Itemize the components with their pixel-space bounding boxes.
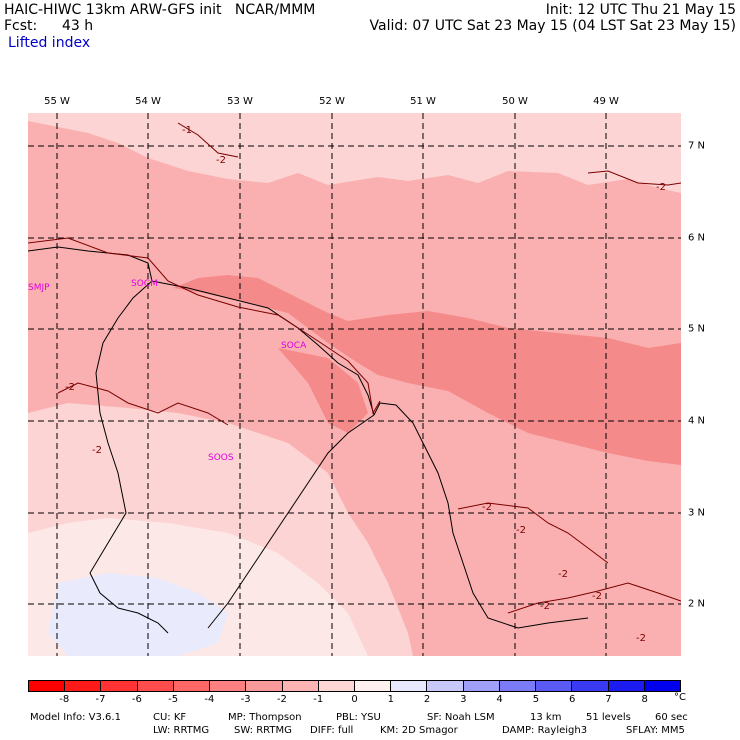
colorbar-swatch (173, 681, 211, 691)
lat-label-5n: 5 N (688, 323, 706, 335)
lat-label-3n: 3 N (688, 507, 706, 519)
footer-sflay: SFLAY: MM5 (626, 725, 685, 736)
lon-label-51w: 51 W (410, 96, 436, 107)
colorbar-swatch (282, 681, 319, 691)
colorbar-swatch (318, 681, 355, 691)
colorbar-swatch (536, 681, 573, 691)
contour-lines (28, 122, 681, 614)
footer-resolution: 13 km (530, 712, 562, 723)
lat-label-2n: 2 N (688, 598, 706, 610)
footer-diff: DIFF: full (310, 725, 354, 736)
colorbar-tick-label: -6 (131, 694, 142, 705)
colorbar-tick-label: -1 (313, 694, 324, 705)
colorbar-tick-label: 5 (532, 694, 540, 705)
lat-label-4n: 4 N (688, 415, 706, 427)
footer-sf: SF: Noah LSM (427, 712, 495, 723)
lon-label-53w: 53 W (227, 96, 253, 107)
contour-label: -1 (182, 125, 192, 136)
contour-label: -2 (216, 155, 226, 166)
lon-label-49w: 49 W (593, 96, 619, 107)
contour-label: -2 (92, 445, 102, 456)
field-band-north (28, 113, 681, 193)
forecast-hour-label: Fcst: (4, 18, 38, 34)
colorbar-tick-label: -5 (168, 694, 179, 705)
colorbar-swatch (210, 681, 247, 691)
field-name: Lifted index (8, 35, 91, 51)
contour-label: -2 (516, 525, 526, 536)
model-title: HAIC-HIWC 13km ARW-GFS init NCAR/MMM (4, 2, 316, 18)
colorbar-tick-label: 2 (423, 694, 431, 705)
footer-mp: MP: Thompson (228, 712, 302, 723)
colorbar-tick-label: -2 (276, 694, 287, 705)
footer-sw: SW: RRTMG (234, 725, 292, 736)
lon-label-52w: 52 W (319, 96, 345, 107)
contour-label: -2 (636, 633, 646, 644)
contour-label: -2 (558, 569, 568, 580)
colorbar-swatch (65, 681, 102, 691)
colorbar-swatch (644, 681, 680, 691)
colorbar-tick-label: 8 (641, 694, 648, 705)
field-band-blue (48, 573, 228, 656)
colorbar-swatch (463, 681, 500, 691)
footer-cu: CU: KF (153, 712, 187, 723)
footer-model-info: Model Info: V3.6.1 (30, 712, 121, 723)
graticule (28, 113, 681, 656)
colorbar-swatch (137, 681, 174, 691)
boundaries (28, 246, 589, 634)
colorbar-tick-label: 3 (460, 694, 467, 705)
footer-km: KM: 2D Smagor (380, 725, 458, 736)
init-time: Init: 12 UTC Thu 21 May 15 (545, 2, 736, 18)
map-plot: -1 -2 -2 -2 -2 -2 -2 -2 -2 -2 -2 SMJP SO… (28, 113, 681, 656)
colorbar-unit: °C (674, 692, 686, 703)
colorbar-swatch (427, 681, 464, 691)
lon-label-55w: 55 W (44, 96, 70, 107)
contour-label: -2 (65, 382, 75, 393)
colorbar-tick-label: -7 (95, 694, 106, 705)
footer-levels: 51 levels (586, 712, 631, 723)
footer-timestep: 60 sec (655, 712, 688, 723)
colorbar-swatch (354, 681, 392, 691)
colorbar-swatch (499, 681, 537, 691)
colorbar-tick-label: -3 (240, 694, 251, 705)
colorbar-tick-label: 0 (351, 694, 358, 705)
colorbar-tick-label: 6 (568, 694, 576, 705)
contour-label: -2 (592, 591, 602, 602)
colorbar-tick-label: 1 (387, 694, 394, 705)
colorbar-swatch (608, 681, 645, 691)
forecast-hour-value: 43 h (62, 18, 94, 34)
colorbar-tick-label: 7 (605, 694, 612, 705)
colorbar-swatch (391, 681, 428, 691)
field-patch-dark (278, 348, 368, 433)
station-socm: SOCM (131, 279, 158, 289)
colorbar-tick-label: 4 (496, 694, 503, 705)
station-smjp: SMJP (28, 283, 50, 293)
lat-label-6n: 6 N (688, 232, 706, 244)
colorbar-swatch (101, 681, 138, 691)
contour-label: -2 (482, 502, 492, 513)
colorbar-tick-label: -8 (59, 694, 70, 705)
station-soca: SOCA (281, 341, 307, 351)
contour-label: -2 (656, 182, 666, 193)
colorbar-swatch (29, 681, 66, 691)
contour-label: -2 (540, 601, 550, 612)
lon-label-50w: 50 W (502, 96, 528, 107)
footer-pbl: PBL: YSU (336, 712, 381, 723)
lat-label-7n: 7 N (688, 140, 706, 152)
field-band-dark (173, 275, 681, 465)
colorbar-swatch (572, 681, 609, 691)
colorbar (28, 680, 681, 692)
station-soos: SOOS (208, 453, 234, 463)
valid-time: Valid: 07 UTC Sat 23 May 15 (04 LST Sat … (369, 18, 736, 34)
colorbar-swatch (246, 681, 283, 691)
colorbar-tick-label: -4 (204, 694, 215, 705)
lifted-index-map (28, 113, 681, 656)
footer-damp: DAMP: Rayleigh3 (502, 725, 588, 736)
lon-label-54w: 54 W (135, 96, 161, 107)
footer-lw: LW: RRTMG (153, 725, 210, 736)
